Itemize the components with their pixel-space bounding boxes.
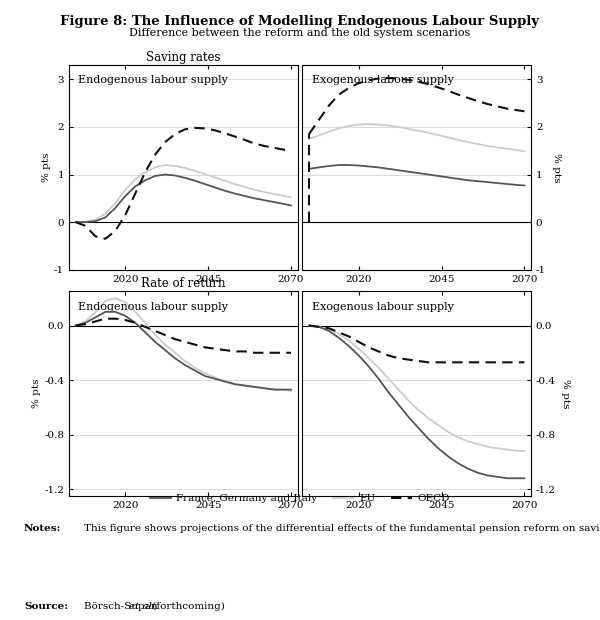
Text: Source:: Source: [24, 601, 68, 611]
Text: Difference between the reform and the old system scenarios: Difference between the reform and the ol… [130, 28, 470, 38]
Legend: France, Germany and Italy, EU, OECD: France, Germany and Italy, EU, OECD [146, 490, 454, 508]
Text: Endogenous labour supply: Endogenous labour supply [78, 76, 228, 86]
Text: (forthcoming): (forthcoming) [149, 601, 224, 611]
Text: Endogenous labour supply: Endogenous labour supply [78, 302, 228, 312]
Title: Rate of return: Rate of return [141, 277, 226, 290]
Title: Saving rates: Saving rates [146, 51, 221, 64]
Text: Börsch-Supan: Börsch-Supan [84, 601, 161, 611]
Text: et al: et al [129, 601, 152, 611]
Y-axis label: % pts: % pts [562, 379, 571, 409]
Y-axis label: % pts: % pts [32, 379, 41, 409]
Text: Exogenous labour supply: Exogenous labour supply [311, 302, 454, 312]
Y-axis label: % pts: % pts [42, 153, 51, 182]
Text: Notes:: Notes: [24, 524, 62, 533]
Text: Exogenous labour supply: Exogenous labour supply [311, 76, 454, 86]
Y-axis label: % pts: % pts [551, 153, 560, 182]
Text: Figure 8: The Influence of Modelling Endogenous Labour Supply: Figure 8: The Influence of Modelling End… [61, 16, 539, 29]
Text: This figure shows projections of the differential effects of the fundamental pen: This figure shows projections of the dif… [84, 524, 600, 533]
